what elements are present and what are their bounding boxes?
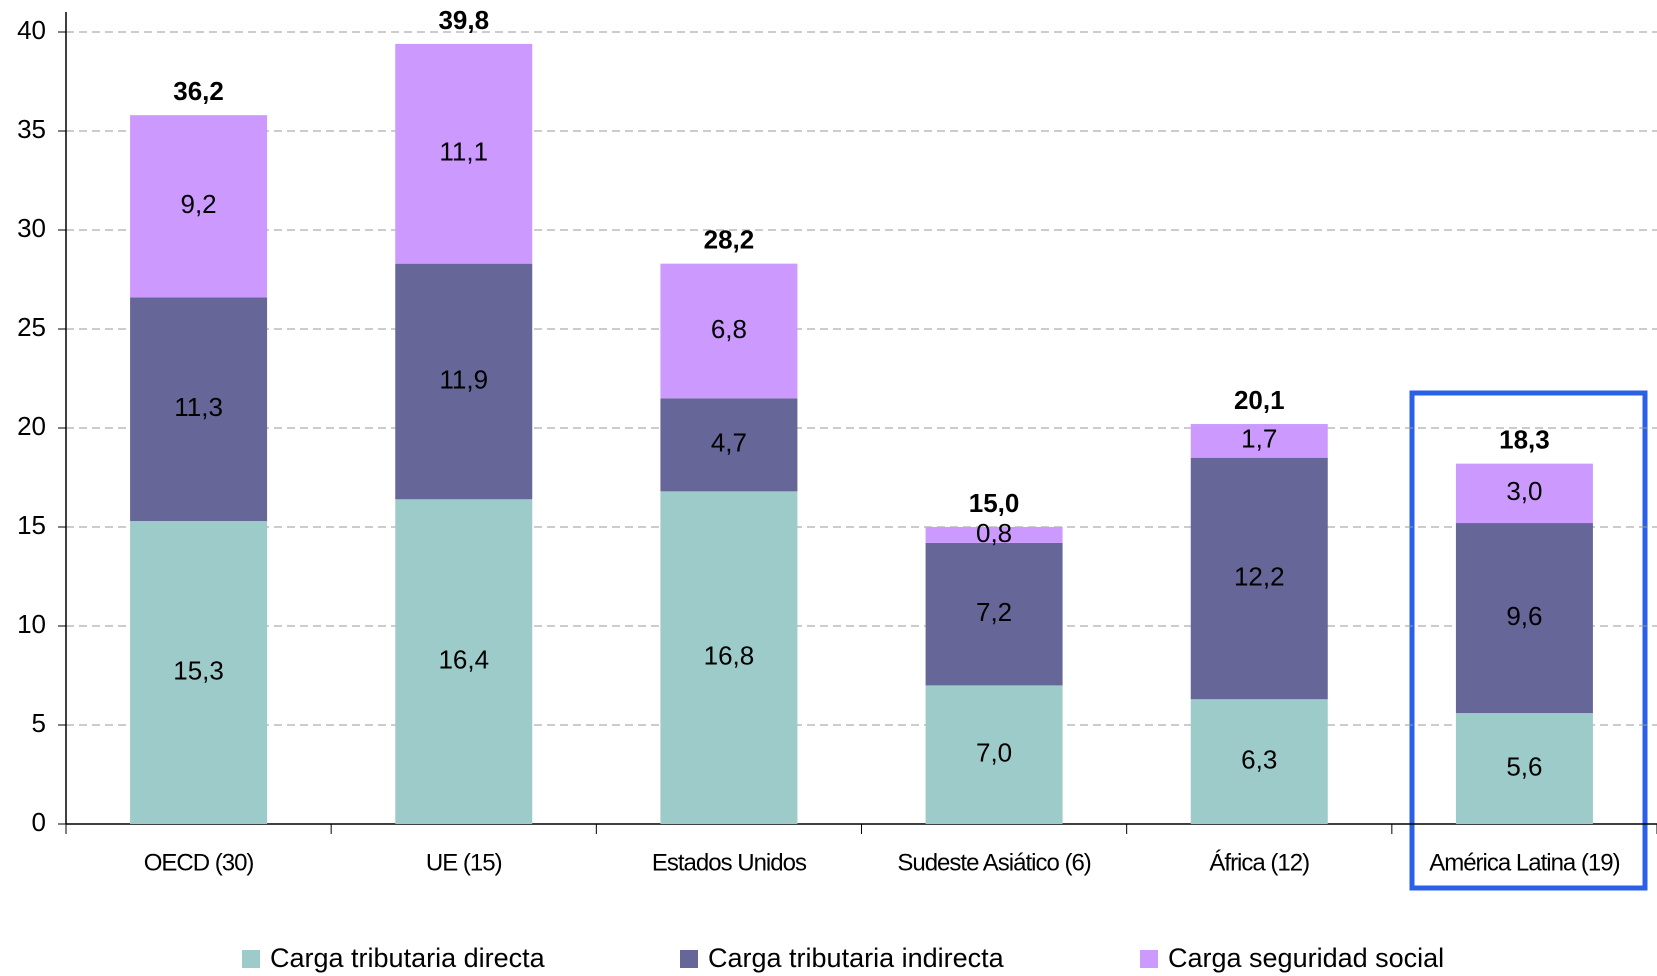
bar-segment: [925, 542, 1063, 686]
highlight-box: [1409, 390, 1648, 891]
data-label: 5,6: [1506, 751, 1542, 781]
bar-segment: [1455, 713, 1593, 824]
bar-segment: [130, 297, 268, 522]
legend-label: Carga seguridad social: [1168, 943, 1444, 973]
y-tick-label: 20: [17, 411, 46, 441]
data-label: 7,0: [976, 738, 1012, 768]
x-tick-label: UE (15): [426, 849, 502, 876]
bar-segment: [1190, 424, 1328, 458]
y-tick-label: 10: [17, 609, 46, 639]
total-label: 18,3: [1499, 425, 1550, 455]
data-label: 9,2: [181, 189, 217, 219]
bar-segment: [660, 398, 798, 492]
bar-segment: [925, 527, 1063, 543]
bar-segment: [925, 685, 1063, 824]
total-label: 28,2: [704, 225, 755, 255]
y-tick-label: 0: [32, 807, 46, 837]
y-tick-label: 25: [17, 312, 46, 342]
x-tick-label: África (12): [1209, 849, 1309, 876]
x-tick-label: América Latina (19): [1429, 849, 1619, 876]
data-label: 12,2: [1234, 561, 1285, 591]
bar-segment: [1455, 463, 1593, 524]
total-label: 20,1: [1234, 385, 1285, 415]
data-label: 11,9: [439, 364, 488, 394]
data-label: 11,3: [174, 392, 223, 422]
data-label: 9,6: [1506, 601, 1542, 631]
legend-swatch: [1140, 950, 1158, 968]
x-tick-label: Estados Unidos: [652, 849, 807, 876]
data-label: 0,8: [976, 518, 1012, 548]
bar-segment: [395, 499, 533, 824]
y-tick-label: 35: [17, 114, 46, 144]
bar-segment: [660, 263, 798, 399]
bar-segment: [130, 521, 268, 824]
bar-segment: [1190, 457, 1328, 700]
bar-segment: [660, 491, 798, 824]
data-label: 6,3: [1241, 745, 1277, 775]
bar-segment: [1455, 523, 1593, 714]
legend-swatch: [680, 950, 698, 968]
y-tick-label: 40: [17, 15, 46, 45]
bar-segment: [395, 43, 533, 264]
data-label: 4,7: [711, 428, 747, 458]
data-label: 16,4: [438, 645, 489, 675]
legend-swatch: [242, 950, 260, 968]
bar-segment: [395, 263, 533, 500]
data-label: 11,1: [439, 137, 488, 167]
bar-segment: [130, 115, 268, 298]
y-tick-label: 5: [32, 708, 46, 738]
legend-label: Carga tributaria directa: [270, 943, 546, 973]
x-tick-label: OECD (30): [144, 849, 254, 876]
y-tick-label: 15: [17, 510, 46, 540]
data-label: 3,0: [1506, 476, 1542, 506]
data-label: 1,7: [1241, 424, 1277, 454]
y-tick-label: 30: [17, 213, 46, 243]
bar-segment: [1190, 699, 1328, 824]
total-label: 36,2: [173, 76, 224, 106]
x-tick-label: Sudeste Asiático (6): [897, 849, 1090, 876]
total-label: 39,8: [438, 5, 489, 35]
legend-label: Carga tributaria indirecta: [708, 943, 1005, 973]
data-label: 7,2: [976, 597, 1012, 627]
data-label: 6,8: [711, 314, 747, 344]
data-label: 16,8: [704, 641, 755, 671]
total-label: 15,0: [969, 488, 1020, 518]
data-label: 15,3: [173, 655, 224, 685]
